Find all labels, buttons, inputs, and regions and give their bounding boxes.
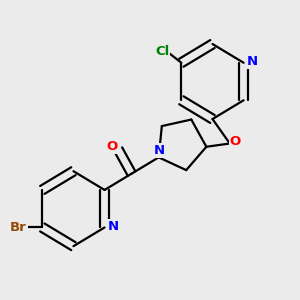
Text: Br: Br	[10, 221, 27, 234]
Text: O: O	[106, 140, 118, 153]
Text: N: N	[108, 220, 119, 233]
Text: N: N	[154, 144, 165, 157]
Text: O: O	[230, 135, 241, 148]
Text: Cl: Cl	[155, 45, 169, 58]
Text: N: N	[247, 55, 258, 68]
